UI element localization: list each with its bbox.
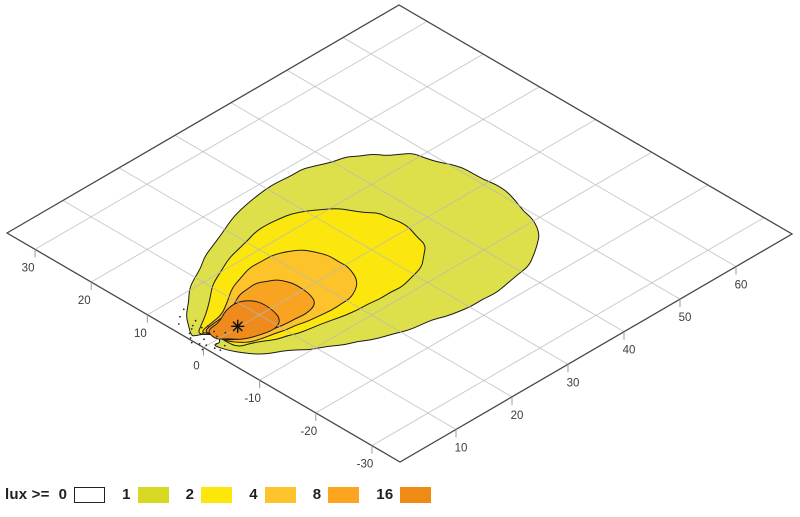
grid-line-v	[62, 199, 457, 430]
legend: lux >= 0 1 2 4 8 16	[5, 486, 448, 503]
noise-dot	[194, 319, 197, 322]
grid-line-v	[118, 167, 513, 398]
legend-value: 8	[312, 486, 322, 503]
axis-tick-label-v: 10	[455, 442, 468, 454]
legend-prefix-label: lux >=	[5, 486, 50, 503]
grid-line-v	[342, 37, 737, 268]
axis-tick-label-v: 50	[679, 312, 692, 324]
grid-line-u	[34, 20, 428, 250]
noise-dot	[179, 315, 181, 318]
grid-line-u	[147, 86, 540, 316]
legend-swatch	[400, 486, 432, 503]
legend-swatch	[328, 486, 360, 503]
axis-tick-label-v: 30	[567, 377, 580, 389]
noise-dot	[188, 332, 191, 335]
legend-swatch	[264, 486, 296, 503]
noise-dot	[190, 328, 193, 330]
grid-line-u	[90, 53, 484, 283]
noise-dot	[223, 344, 226, 347]
legend-swatch	[137, 486, 169, 503]
axis-tick-label-v: 20	[511, 410, 524, 422]
noise-dot	[200, 326, 203, 329]
axis-tick-label-u: 0	[193, 361, 199, 373]
noise-dot	[215, 343, 218, 345]
legend-value: 4	[249, 486, 258, 503]
lamp-star-icon	[231, 319, 245, 333]
axis-tick-label-u: 20	[78, 295, 91, 307]
axis-tick-label-v: 40	[623, 345, 636, 357]
legend-value: 16	[376, 486, 394, 503]
noise-dot	[213, 330, 216, 333]
noise-dot	[201, 348, 204, 351]
legend-items: 0 1 2 4 8 16	[59, 486, 449, 503]
axis-tick-label-u: 10	[134, 328, 147, 340]
grid-line-v	[230, 102, 625, 333]
noise-dot	[213, 347, 216, 350]
noise-dot	[191, 324, 194, 327]
noise-dot	[198, 343, 201, 345]
grid-line-v	[286, 69, 681, 300]
noise-dot	[219, 349, 222, 351]
noise-dot	[224, 331, 227, 334]
noise-dot	[189, 337, 192, 339]
legend-value: 0	[58, 486, 68, 503]
plane-border	[5, 4, 794, 463]
noise-dot	[216, 335, 218, 338]
noise-dot	[182, 308, 185, 311]
legend-swatch	[74, 486, 106, 503]
contour-region-lux-16	[208, 300, 280, 340]
grid-line-u	[203, 119, 596, 348]
grid-line-v	[174, 134, 569, 365]
grid-line-u	[315, 184, 709, 414]
noise-dot	[207, 325, 209, 327]
axis-tick-label-u: -20	[300, 426, 317, 438]
legend-value: 1	[122, 486, 131, 503]
noise-dot	[177, 323, 180, 325]
grid-line-u	[259, 151, 652, 381]
axis-tick-label-v: 60	[735, 280, 748, 292]
legend-swatch	[201, 486, 233, 503]
noise-dot	[190, 341, 193, 344]
axis-tick-label-u: -10	[244, 393, 261, 405]
noise-dot	[202, 332, 204, 335]
legend-value: 2	[185, 486, 195, 503]
noise-dot	[205, 344, 208, 347]
axis-tick-label-u: 30	[22, 262, 35, 274]
grid-line-u	[371, 217, 765, 447]
axis-tick-label-u: -30	[357, 459, 374, 471]
noise-dot	[203, 338, 205, 341]
